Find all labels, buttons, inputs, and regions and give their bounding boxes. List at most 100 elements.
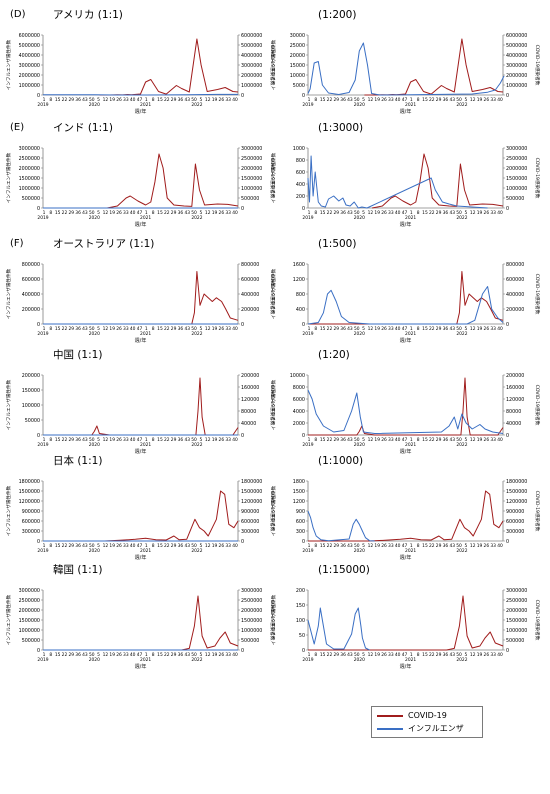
x-tick-label: 40 [130, 437, 136, 443]
x-tick-label: 5 [199, 326, 202, 332]
y-axis-title-left: インフルエンザ陽性件数 [5, 594, 12, 645]
x-tick-label: 47 [402, 543, 408, 549]
y-axis-title-left: インフルエンザ陽性件数 [270, 379, 277, 430]
x-tick-label: 8 [417, 437, 420, 443]
y-tick-label-right: 1500000 [241, 176, 262, 182]
x-tick-label: 12 [205, 210, 211, 216]
x-tick-label: 8 [314, 97, 317, 103]
y-tick-label-left: 0 [37, 433, 40, 439]
x-tick-label: 47 [137, 210, 143, 216]
x-axis-title: 週/年 [400, 448, 412, 455]
x-tick-label: 22 [62, 326, 68, 332]
x-tick-label: 36 [178, 437, 184, 443]
y-tick-label-right: 4000000 [241, 53, 262, 59]
y-tick-label-right: 200000 [241, 307, 259, 313]
x-tick-label: 29 [171, 326, 177, 332]
x-tick-label: 29 [333, 437, 339, 443]
x-tick-label: 12 [470, 210, 476, 216]
x-year-label: 2019 [302, 215, 313, 221]
x-tick-label: 29 [333, 97, 339, 103]
y-tick-label-left: 1200 [293, 277, 305, 283]
x-tick-label: 43 [82, 97, 88, 103]
x-tick-label: 43 [449, 97, 455, 103]
x-tick-label: 1 [410, 97, 413, 103]
x-tick-label: 5 [362, 652, 365, 658]
x-tick-label: 33 [225, 437, 231, 443]
y-tick-label-right: 1000000 [506, 186, 527, 192]
x-tick-label: 22 [62, 437, 68, 443]
x-tick-label: 5 [362, 437, 365, 443]
x-tick-label: 5 [97, 543, 100, 549]
chart-title: (1:15000) [318, 564, 370, 576]
x-year-label: 2020 [354, 331, 365, 337]
x-tick-label: 50 [456, 437, 462, 443]
y-tick-label-left: 0 [302, 322, 305, 328]
y-tick-label-left: 2000000 [19, 166, 40, 172]
x-tick-label: 12 [368, 437, 374, 443]
x-year-label: 2020 [89, 657, 100, 663]
y-tick-label-right: 200000 [506, 307, 524, 313]
series-line-covid [372, 153, 504, 209]
y-tick-label-right: 4000000 [506, 53, 527, 59]
x-axis-title: 週/年 [400, 221, 412, 228]
x-tick-label: 43 [184, 210, 190, 216]
x-tick-label: 33 [490, 326, 496, 332]
x-tick-label: 15 [157, 543, 163, 549]
chart-panel: (E) インド (1:1)0500000100000015000002000000… [5, 122, 276, 228]
x-tick-label: 8 [314, 543, 317, 549]
x-tick-label: 15 [422, 652, 428, 658]
y-tick-label-left: 400 [296, 307, 305, 313]
x-year-label: 2021 [405, 442, 416, 448]
y-tick-label-right: 300000 [506, 529, 524, 535]
x-tick-label: 5 [362, 326, 365, 332]
x-tick-label: 8 [152, 543, 155, 549]
x-tick-label: 15 [157, 437, 163, 443]
y-tick-label-right: 3000000 [241, 588, 262, 594]
chart-title: 韓国 (1:1) [53, 564, 102, 576]
y-tick-label-left: 30000 [290, 33, 305, 39]
x-tick-label: 22 [429, 97, 435, 103]
y-tick-label-right: 500000 [241, 196, 259, 202]
x-tick-label: 5 [464, 652, 467, 658]
y-tick-label-right: 1000000 [241, 186, 262, 192]
x-tick-label: 47 [402, 326, 408, 332]
y-tick-label-right: 2500000 [241, 156, 262, 162]
y-axis-title-left: インフルエンザ陽性件数 [270, 39, 277, 90]
x-tick-label: 1 [308, 97, 311, 103]
y-tick-label-left: 5000 [293, 83, 305, 89]
x-tick-label: 12 [368, 326, 374, 332]
x-tick-label: 22 [62, 97, 68, 103]
x-tick-label: 40 [497, 652, 503, 658]
y-tick-label-right: 0 [241, 539, 244, 545]
x-year-label: 2019 [37, 215, 48, 221]
x-tick-label: 36 [443, 543, 449, 549]
x-tick-label: 26 [381, 97, 387, 103]
x-tick-label: 1 [145, 326, 148, 332]
x-year-label: 2022 [456, 331, 467, 337]
y-tick-label-left: 1500000 [19, 489, 40, 495]
series-line-covid [43, 271, 239, 325]
x-tick-label: 19 [109, 543, 115, 549]
x-year-label: 2022 [456, 215, 467, 221]
x-tick-label: 47 [137, 437, 143, 443]
x-tick-label: 22 [327, 543, 333, 549]
x-tick-label: 50 [456, 543, 462, 549]
y-tick-label-left: 1000000 [19, 628, 40, 634]
x-tick-label: 5 [362, 210, 365, 216]
x-year-label: 2022 [456, 442, 467, 448]
x-tick-label: 33 [225, 97, 231, 103]
x-tick-label: 33 [388, 326, 394, 332]
x-tick-label: 26 [116, 543, 122, 549]
x-tick-label: 19 [109, 652, 115, 658]
y-tick-label-right: 600000 [506, 519, 524, 525]
x-tick-label: 33 [388, 543, 394, 549]
x-tick-label: 8 [152, 210, 155, 216]
x-tick-label: 40 [130, 543, 136, 549]
chart-panel: (1:15000)0501001502000500000100000015000… [270, 564, 541, 670]
x-tick-label: 50 [354, 210, 360, 216]
x-tick-label: 50 [89, 326, 95, 332]
x-tick-label: 29 [333, 210, 339, 216]
y-tick-label-left: 1800 [293, 479, 305, 485]
x-tick-label: 29 [171, 543, 177, 549]
x-tick-label: 47 [137, 543, 143, 549]
